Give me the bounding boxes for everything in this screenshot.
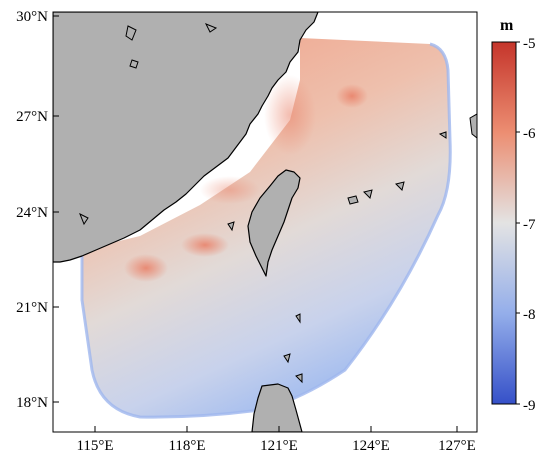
lon-label: 118°E [168,438,205,454]
lat-label: 18°N [16,395,48,411]
small-islands [79,23,447,384]
lat-label: 21°N [16,300,48,316]
lon-label: 127°E [438,438,476,454]
latitude-axis: 30°N 27°N 24°N 21°N 18°N [16,9,59,411]
sla-hotspot [336,84,368,108]
colorbar-tick: -8 [523,307,536,323]
map-frame [52,11,478,433]
taiwan-land [247,169,301,277]
map-area [53,12,477,432]
lon-label: 124°E [352,438,390,454]
lon-label: 121°E [260,438,298,454]
ryukyu-land [469,113,477,139]
lat-label: 30°N [16,9,48,25]
luzon-land [251,383,303,432]
colorbar-tick: -9 [523,398,536,414]
mainland-china-land [53,12,319,263]
sla-hotspot [264,75,316,155]
lat-label: 24°N [16,205,48,221]
colorbar-tick: -6 [523,126,536,142]
colorbar-tick: -5 [523,36,536,52]
sla-field-edge [80,42,452,419]
colorbar-unit: m [500,17,514,34]
colorbar-gradient [491,41,517,405]
sla-hotspot [124,254,168,282]
longitude-axis: 115°E 118°E 121°E 124°E 127°E [76,426,476,454]
sla-hotspot [181,233,229,257]
colorbar: m -5 -6 -7 -8 -9 [491,17,536,414]
lat-label: 27°N [16,109,48,125]
sla-hotspot [200,176,260,204]
lon-label: 115°E [76,438,113,454]
colorbar-tick: -7 [523,217,536,233]
